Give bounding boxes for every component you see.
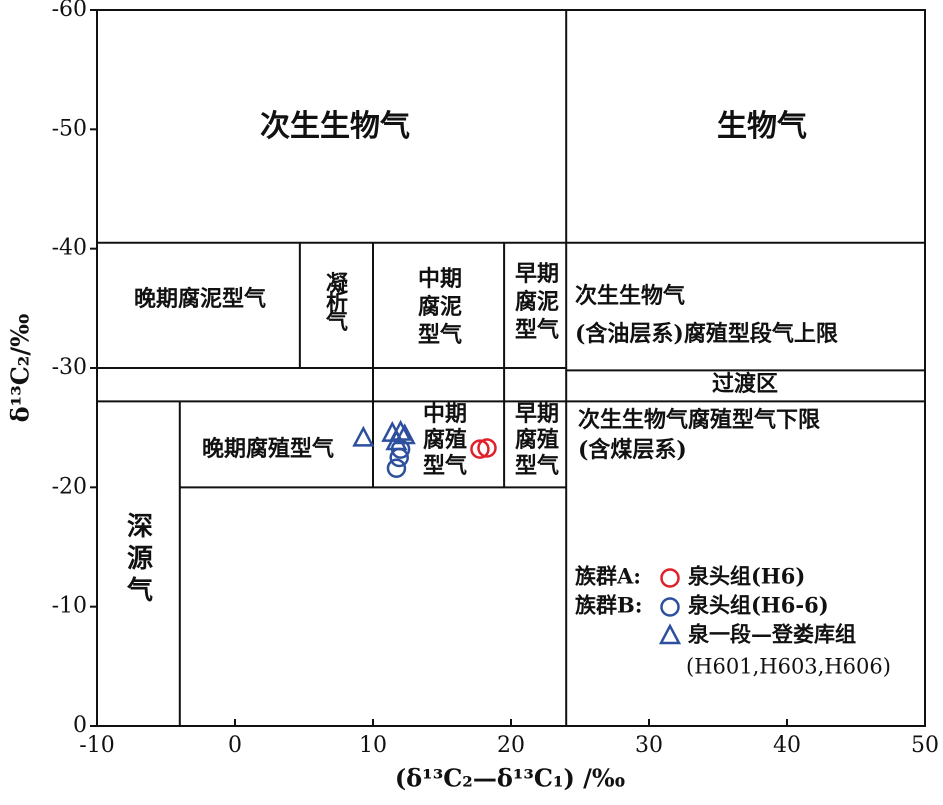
region-label: 过渡区	[712, 371, 778, 397]
region-label: 次生生物气腐殖型气下限	[578, 407, 820, 433]
y-tick-label: -50	[52, 116, 87, 141]
y-tick-label: -40	[52, 236, 87, 261]
y-tick-label: -30	[52, 355, 87, 380]
region-label: 气	[325, 309, 348, 335]
region-label: 腐殖	[423, 427, 467, 453]
region-label: 型气	[515, 453, 559, 479]
legend-group: 族群A:	[575, 564, 641, 589]
legend-marker	[658, 623, 682, 645]
x-tick-label: 40	[773, 733, 801, 758]
region-label: 型气	[423, 453, 467, 479]
region-label: 气	[126, 575, 153, 606]
data-point	[385, 429, 408, 451]
region-label: 早期	[515, 261, 559, 287]
legend-label: 泉一段—登娄库组	[688, 622, 856, 647]
region-label: 生物气	[717, 109, 807, 144]
y-tick-label: 0	[73, 713, 87, 738]
data-point	[470, 439, 490, 459]
region-label: 腐殖	[515, 427, 559, 453]
x-tick-label: 50	[911, 733, 939, 758]
region-label: 源	[127, 544, 153, 574]
legend-label: 泉头组(H6-6)	[688, 593, 829, 618]
x-tick-label: 20	[497, 733, 525, 758]
region-label: 晚期腐泥型气	[134, 286, 266, 312]
region-label: 中期	[423, 401, 467, 427]
region-label: 深	[127, 512, 153, 542]
data-point	[352, 425, 375, 447]
region-label: 次生生物气	[575, 283, 685, 309]
data-point	[477, 438, 497, 458]
region-label: 型气	[515, 317, 559, 343]
region-label: 腐泥	[418, 294, 462, 320]
region-label: 中期	[418, 266, 462, 292]
x-axis-label: (δ¹³C₂—δ¹³C₁) /‰	[395, 764, 625, 793]
legend-label: 泉头组(H6)	[688, 564, 805, 589]
legend-marker	[660, 568, 680, 588]
legend-marker	[660, 597, 680, 617]
legend-group: 族群B:	[575, 593, 643, 618]
x-tick-label: 10	[359, 733, 387, 758]
region-label: 型气	[418, 322, 462, 348]
region-label: (含煤层系)	[578, 437, 687, 463]
x-tick-label: 30	[635, 733, 663, 758]
x-tick-label: -10	[79, 733, 114, 758]
x-tick-label: 0	[228, 733, 242, 758]
region-label: 早期	[515, 401, 559, 427]
data-point	[386, 458, 407, 478]
region-label: (含油层系)腐殖型段气上限	[575, 321, 838, 347]
data-point	[393, 423, 416, 445]
region-label: 析	[326, 290, 348, 316]
region-label: 腐泥	[515, 289, 559, 315]
y-tick-label: -60	[52, 0, 87, 22]
y-axis-label: δ¹³C₂/‰	[6, 314, 35, 423]
region-label: 凝	[326, 271, 349, 297]
region-label: 次生生物气	[260, 109, 410, 144]
y-tick-label: -10	[52, 594, 87, 619]
y-tick-label: -20	[52, 474, 87, 499]
legend-note: (H601,H603,H606)	[686, 655, 891, 679]
region-label: 晚期腐殖型气	[202, 436, 334, 462]
